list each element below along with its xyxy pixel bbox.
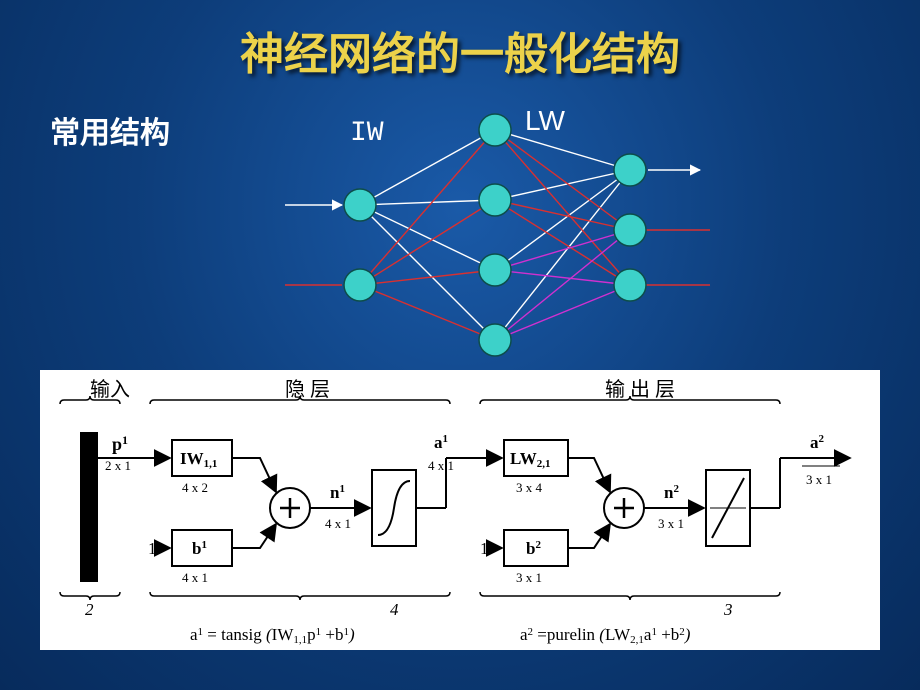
a1-size: 4 x 1: [428, 458, 454, 473]
brace-output-bottom: [480, 592, 780, 600]
nn-node: [479, 114, 511, 146]
nn-edge: [360, 205, 495, 270]
tansig-curve: [378, 481, 410, 535]
input-bar: [80, 432, 98, 582]
one2: 1: [480, 539, 489, 558]
p1-size: 2 x 1: [105, 458, 131, 473]
lw-size: 3 x 4: [516, 480, 543, 495]
network-diagram: [270, 100, 730, 370]
input-n: 2: [85, 600, 94, 619]
n2-label: n2: [664, 483, 679, 502]
b1-size: 4 x 1: [182, 570, 208, 585]
formula2: a2 =purelin (LW2,1a1 +b2): [520, 625, 691, 646]
a1-label: a1: [434, 433, 448, 452]
nn-node: [344, 269, 376, 301]
n1-label: n1: [330, 483, 345, 502]
a2-label: a2: [810, 433, 825, 452]
formula1: a1 = tansig (IW1,1p1 +b1): [190, 625, 355, 646]
nn-edge: [495, 130, 630, 285]
nn-node: [614, 269, 646, 301]
slide-subtitle: 常用结构: [50, 108, 170, 152]
nn-node: [479, 324, 511, 356]
brace-input-bottom: [60, 592, 120, 600]
slide-title: 神经网络的一般化结构: [0, 18, 920, 82]
hidden-n: 4: [390, 600, 399, 619]
arrow: [568, 458, 610, 492]
nn-edge: [360, 200, 495, 205]
nn-edge: [495, 130, 630, 170]
nn-node: [344, 189, 376, 221]
nn-edge: [495, 285, 630, 340]
arrow: [232, 524, 276, 548]
one1: 1: [148, 539, 157, 558]
iw-text: IW1,1: [180, 449, 217, 470]
slide: 神经网络的一般化结构 常用结构 IW LW 输入 隐 层 输 出 层: [0, 0, 920, 690]
nn-edge: [495, 230, 630, 270]
n1-size: 4 x 1: [325, 516, 351, 531]
output-n: 3: [723, 600, 733, 619]
b2-size: 3 x 1: [516, 570, 542, 585]
n2-size: 3 x 1: [658, 516, 684, 531]
nn-edge: [360, 130, 495, 205]
arrow: [568, 524, 610, 548]
nn-node: [479, 254, 511, 286]
block-diagram: 输入 隐 层 输 出 层 p1 2 x 1 2 IW1,1 4 x 2: [40, 370, 880, 650]
nn-node: [614, 154, 646, 186]
section-output-label: 输 出 层: [605, 378, 675, 401]
b2-text: b2: [526, 539, 541, 558]
nn-edge: [495, 230, 630, 340]
nn-edge: [360, 285, 495, 340]
p1-label: p1: [112, 433, 128, 454]
section-hidden-label: 隐 层: [285, 378, 330, 401]
iw-size: 4 x 2: [182, 480, 208, 495]
brace-hidden-bottom: [150, 592, 450, 600]
lw-text: LW2,1: [510, 449, 551, 470]
section-input-label: 输入: [90, 378, 130, 401]
arrow: [232, 458, 276, 492]
a2-size: 3 x 1: [806, 472, 832, 487]
nn-edge: [360, 130, 495, 285]
b1-text: b1: [192, 539, 207, 558]
nn-node: [614, 214, 646, 246]
nn-node: [479, 184, 511, 216]
